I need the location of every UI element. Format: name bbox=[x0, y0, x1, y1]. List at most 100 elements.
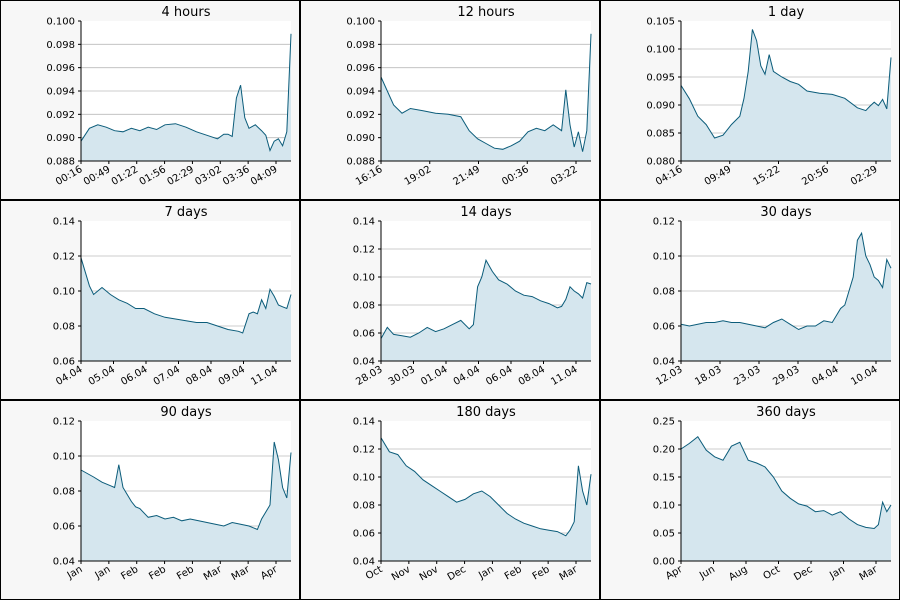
y-tick-label: 0.096 bbox=[346, 63, 375, 74]
y-tick-label: 0.04 bbox=[353, 557, 375, 568]
chart-panel: 12 hours 0.088 0.090 0.092 0.094 0.096 0.098 0.… bbox=[300, 0, 600, 200]
y-tick-label: 0.06 bbox=[53, 357, 75, 368]
y-tick-label: 0.06 bbox=[653, 322, 675, 333]
x-tick-label: 11.04 bbox=[549, 364, 579, 388]
x-tick-label: 19:02 bbox=[403, 164, 433, 188]
y-tick-label: 0.14 bbox=[353, 217, 375, 228]
y-tick-label: 0.06 bbox=[353, 529, 375, 540]
y-tick-label: 0.094 bbox=[46, 87, 75, 98]
chart-title: 12 hours bbox=[457, 5, 514, 20]
series-area bbox=[681, 233, 891, 361]
y-tick-label: 0.08 bbox=[53, 322, 75, 333]
x-tick-label: 21:49 bbox=[452, 164, 482, 188]
y-tick-label: 0.092 bbox=[346, 110, 375, 121]
chart-title: 90 days bbox=[160, 405, 212, 420]
y-tick-label: 0.100 bbox=[46, 17, 75, 28]
x-tick-label: 02:29 bbox=[165, 164, 195, 188]
x-tick-label: Jan bbox=[827, 564, 847, 582]
series-line bbox=[80, 441, 292, 531]
x-tick-label: 04:09 bbox=[249, 164, 279, 188]
x-tick-label: 09:49 bbox=[703, 164, 733, 188]
x-tick-label: Aug bbox=[727, 564, 749, 583]
series-line bbox=[380, 437, 592, 537]
x-tick-label: Feb bbox=[531, 564, 552, 582]
series-line bbox=[680, 29, 892, 139]
y-tick-label: 0.15 bbox=[653, 473, 675, 484]
x-tick-label: Feb bbox=[503, 564, 524, 582]
y-tick-label: 0.100 bbox=[646, 45, 675, 56]
x-tick-label: 03:22 bbox=[549, 164, 579, 188]
series-line bbox=[380, 33, 592, 152]
y-tick-label: 0.12 bbox=[53, 252, 75, 263]
y-tick-label: 0.12 bbox=[653, 217, 675, 228]
chart-svg: 14 days 0.04 0.06 0.08 0.10 0.12 0.14 28.03 30.0… bbox=[353, 205, 592, 388]
x-tick-label: Nov bbox=[418, 564, 440, 583]
chart-panel: 90 days 0.04 0.06 0.08 0.10 0.12 Jan Jan Feb Feb F… bbox=[0, 400, 300, 600]
series-line bbox=[680, 231, 892, 331]
series-line bbox=[80, 33, 292, 152]
y-tick-label: 0.105 bbox=[646, 17, 675, 28]
x-tick-label: 06.04 bbox=[119, 364, 149, 388]
y-tick-label: 0.096 bbox=[46, 63, 75, 74]
series-area bbox=[81, 442, 291, 561]
y-tick-label: 0.10 bbox=[353, 473, 375, 484]
y-tick-label: 0.10 bbox=[653, 252, 675, 263]
x-tick-label: 29.03 bbox=[771, 364, 801, 388]
y-tick-label: 0.098 bbox=[46, 40, 75, 51]
y-tick-label: 0.08 bbox=[353, 301, 375, 312]
y-tick-label: 0.12 bbox=[353, 445, 375, 456]
y-tick-label: 0.088 bbox=[346, 157, 375, 168]
x-tick-label: Mar bbox=[558, 564, 581, 583]
y-tick-label: 0.092 bbox=[46, 110, 75, 121]
x-tick-label: 06.04 bbox=[484, 364, 514, 388]
y-tick-label: 0.10 bbox=[53, 452, 75, 463]
chart-svg: 7 days 0.06 0.08 0.10 0.12 0.14 04.04 05.04 06.0… bbox=[53, 205, 292, 388]
x-tick-label: 08.04 bbox=[184, 364, 214, 388]
x-tick-label: 20:56 bbox=[800, 164, 830, 188]
y-tick-label: 0.00 bbox=[653, 557, 675, 568]
x-tick-label: 00:16 bbox=[54, 164, 84, 188]
x-tick-label: 28.03 bbox=[354, 364, 384, 388]
x-tick-label: Feb bbox=[175, 564, 196, 582]
y-tick-label: 0.14 bbox=[53, 217, 75, 228]
x-tick-label: Feb bbox=[119, 564, 140, 582]
x-tick-label: 03:36 bbox=[221, 164, 251, 188]
y-tick-label: 0.094 bbox=[346, 87, 375, 98]
x-tick-label: 01:56 bbox=[138, 164, 168, 188]
y-tick-label: 0.04 bbox=[653, 357, 675, 368]
chart-svg: 12 hours 0.088 0.090 0.092 0.094 0.096 0.098 0.… bbox=[346, 5, 592, 188]
y-tick-label: 0.090 bbox=[346, 133, 375, 144]
x-tick-label: 30.03 bbox=[387, 364, 417, 388]
y-tick-label: 0.08 bbox=[653, 287, 675, 298]
x-tick-label: Nov bbox=[390, 564, 412, 583]
series-area bbox=[681, 436, 891, 561]
chart-title: 14 days bbox=[460, 205, 512, 220]
y-tick-label: 0.098 bbox=[346, 40, 375, 51]
series-line bbox=[680, 435, 892, 530]
x-tick-label: 10.04 bbox=[849, 364, 879, 388]
x-tick-label: 04.04 bbox=[54, 364, 84, 388]
y-tick-label: 0.04 bbox=[353, 357, 375, 368]
chart-title: 180 days bbox=[456, 405, 516, 420]
y-tick-label: 0.085 bbox=[646, 129, 675, 140]
x-tick-label: 01:22 bbox=[110, 164, 140, 188]
x-tick-label: Dec bbox=[446, 564, 468, 583]
chart-panel: 4 hours 0.088 0.090 0.092 0.094 0.096 0.098 0.1… bbox=[0, 0, 300, 200]
x-tick-label: Jun bbox=[697, 564, 717, 582]
y-tick-label: 0.06 bbox=[353, 329, 375, 340]
chart-panel: 1 day 0.080 0.085 0.090 0.095 0.100 0.105 04:16… bbox=[600, 0, 900, 200]
y-tick-label: 0.088 bbox=[46, 157, 75, 168]
x-tick-label: 09.04 bbox=[217, 364, 247, 388]
series-area bbox=[81, 257, 291, 361]
x-tick-label: 04.04 bbox=[810, 364, 840, 388]
x-tick-label: Feb bbox=[147, 564, 168, 582]
x-tick-label: Mar bbox=[202, 564, 225, 583]
x-tick-label: 00:36 bbox=[500, 164, 530, 188]
x-tick-label: 12.03 bbox=[654, 364, 684, 388]
x-tick-label: 23.03 bbox=[732, 364, 762, 388]
chart-title: 4 hours bbox=[162, 5, 211, 20]
y-tick-label: 0.05 bbox=[653, 529, 675, 540]
series-area bbox=[381, 260, 591, 361]
